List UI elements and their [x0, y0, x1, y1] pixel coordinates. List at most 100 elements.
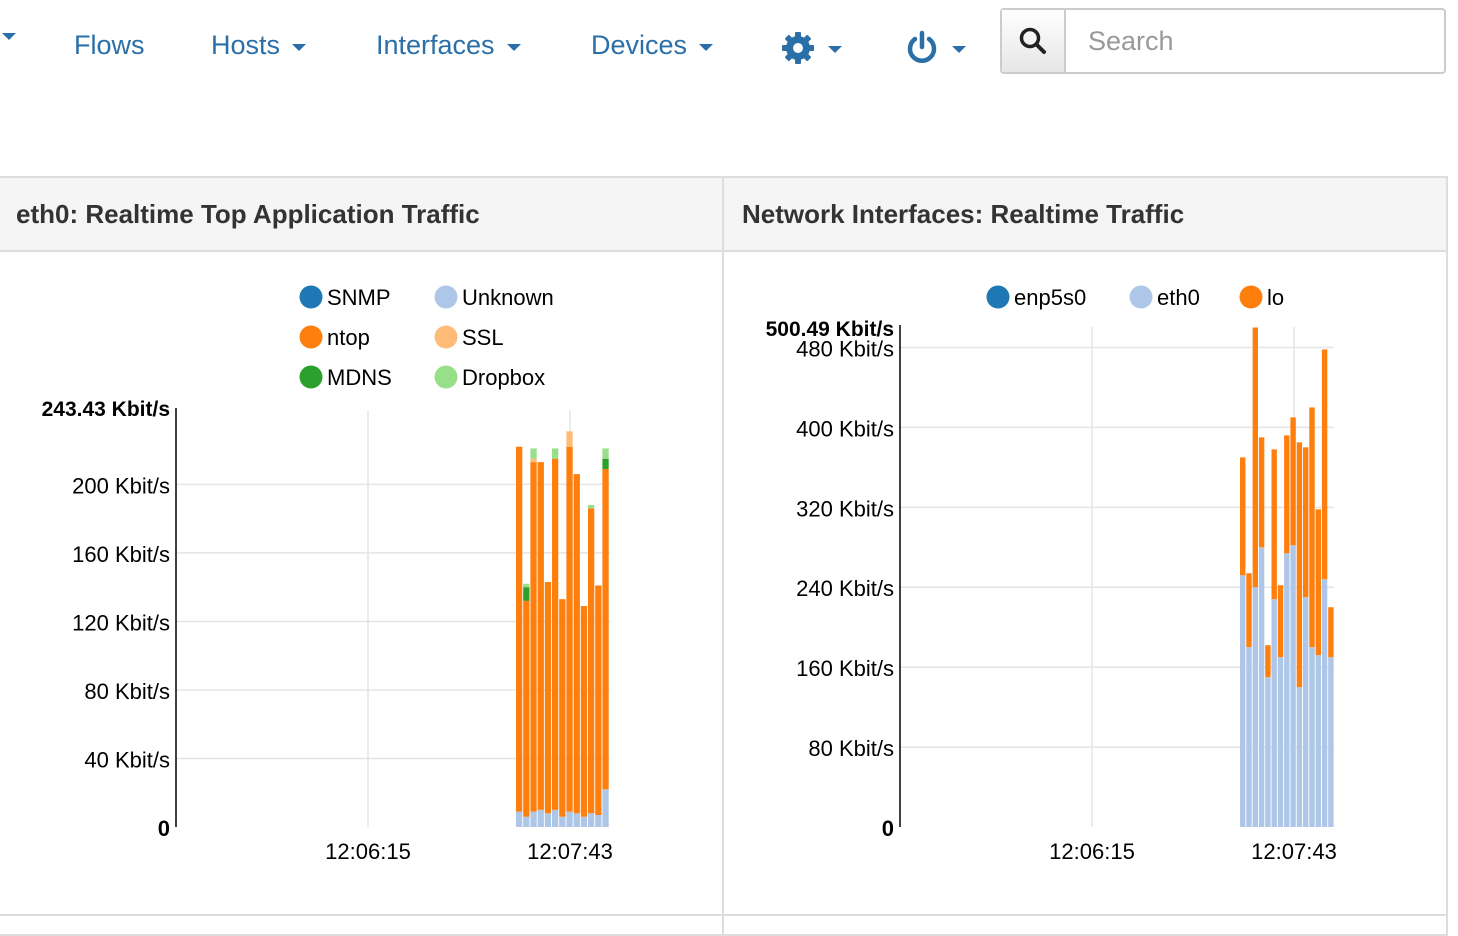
bar-segment: [588, 813, 595, 827]
y-tick-label: 0: [882, 816, 894, 841]
bar-segment: [1315, 655, 1321, 827]
bar-segment: [1290, 417, 1296, 546]
bar-segment: [552, 448, 559, 459]
legend-label: enp5s0: [1014, 285, 1086, 310]
x-tick-label: 12:06:15: [1049, 839, 1135, 864]
panel-title: Network Interfaces: Realtime Traffic: [724, 178, 1446, 252]
bar-segment: [552, 458, 559, 810]
bar-segment: [1296, 687, 1303, 827]
bar-segment: [1240, 575, 1246, 827]
bar-segment: [523, 816, 530, 827]
bar-segment: [1284, 553, 1290, 827]
bar-segment: [544, 813, 552, 827]
search-icon: [1019, 27, 1046, 54]
top-navbar: Flows Hosts Interfaces Devices: [0, 0, 1458, 100]
caret-down-icon: [506, 43, 521, 51]
bar-segment: [602, 468, 609, 790]
nav-interfaces-label: Interfaces: [376, 30, 495, 60]
legend-label: Dropbox: [462, 365, 545, 390]
bar-segment: [1240, 457, 1246, 576]
bar-segment: [530, 462, 537, 812]
nav-power[interactable]: [904, 30, 966, 66]
bar-segment: [530, 811, 537, 827]
legend-swatch: [299, 325, 323, 349]
bar-segment: [1303, 447, 1309, 598]
bar-segment: [1265, 677, 1271, 827]
bar-segment: [523, 587, 530, 601]
bar-segment: [537, 462, 544, 810]
bar-segment: [530, 448, 537, 459]
legend-swatch: [1129, 285, 1153, 309]
nav-flows[interactable]: Flows: [74, 30, 145, 61]
bar-segment: [1271, 449, 1277, 600]
bar-segment: [580, 816, 588, 827]
bar-segment: [1315, 509, 1321, 656]
y-tick-label: 80 Kbit/s: [808, 736, 894, 761]
bar-segment: [1258, 437, 1265, 548]
search-box: [1000, 8, 1446, 74]
divider: [0, 914, 1448, 916]
bar-segment: [1265, 645, 1271, 678]
y-max-label: 500.49 Kbit/s: [766, 318, 894, 341]
y-tick-label: 80 Kbit/s: [84, 679, 170, 704]
legend-swatch: [434, 285, 458, 309]
bar-segment: [580, 606, 588, 817]
legend-swatch: [986, 285, 1010, 309]
bar-segment: [1309, 647, 1315, 827]
bar-segment: [523, 600, 530, 817]
bar-segment: [1252, 587, 1258, 827]
legend-label: Unknown: [462, 285, 554, 310]
y-tick-label: 400 Kbit/s: [796, 416, 894, 441]
legend-swatch: [1239, 285, 1263, 309]
nav-devices[interactable]: Devices: [591, 30, 714, 61]
nav-devices-label: Devices: [591, 30, 688, 60]
nav-hosts[interactable]: Hosts: [211, 30, 307, 61]
legend-label: SNMP: [327, 285, 391, 310]
bar-segment: [1321, 579, 1328, 827]
power-icon: [907, 30, 937, 63]
bar-segment: [573, 474, 580, 814]
legend-label: MDNS: [327, 365, 392, 390]
caret-down-icon: [828, 46, 842, 53]
y-tick-label: 240 Kbit/s: [796, 576, 894, 601]
nav-interfaces[interactable]: Interfaces: [376, 30, 521, 61]
bar-segment: [595, 815, 602, 827]
panel-title: eth0: Realtime Top Application Traffic: [0, 178, 722, 252]
bar-segment: [566, 811, 573, 827]
legend-label: SSL: [462, 325, 504, 350]
y-tick-label: 480 Kbit/s: [796, 336, 894, 361]
legend-swatch: [434, 325, 458, 349]
bar-segment: [566, 446, 573, 812]
y-tick-label: 0: [158, 816, 170, 841]
bar-segment: [537, 809, 544, 827]
bar-segment: [588, 504, 595, 509]
search-input[interactable]: [1066, 10, 1444, 72]
bar-segment: [516, 811, 523, 827]
bar-segment: [559, 599, 566, 817]
bar-segment: [559, 816, 566, 827]
bar-segment: [1328, 657, 1334, 827]
bar-segment: [1284, 435, 1290, 554]
bar-segment: [1277, 657, 1284, 827]
bar-segment: [1321, 349, 1328, 580]
bar-segment: [516, 446, 523, 812]
nav-settings[interactable]: [780, 30, 842, 66]
bar-segment: [602, 448, 609, 459]
nav-hosts-label: Hosts: [211, 30, 281, 60]
gear-icon: [782, 32, 814, 64]
bar-segment: [1258, 547, 1265, 827]
bar-segment: [530, 458, 537, 463]
bar-segment: [1303, 597, 1309, 827]
y-tick-label: 40 Kbit/s: [84, 747, 170, 772]
bar-segment: [1309, 407, 1315, 648]
bar-segment: [588, 508, 595, 814]
nav-overflow-caret[interactable]: [0, 30, 16, 40]
caret-down-icon: [292, 43, 307, 51]
bar-segment: [552, 809, 559, 827]
legend-label: ntop: [327, 325, 370, 350]
bar-segment: [1328, 607, 1334, 658]
caret-down-icon: [952, 46, 966, 53]
bar-segment: [573, 813, 580, 827]
search-button[interactable]: [1002, 10, 1066, 72]
